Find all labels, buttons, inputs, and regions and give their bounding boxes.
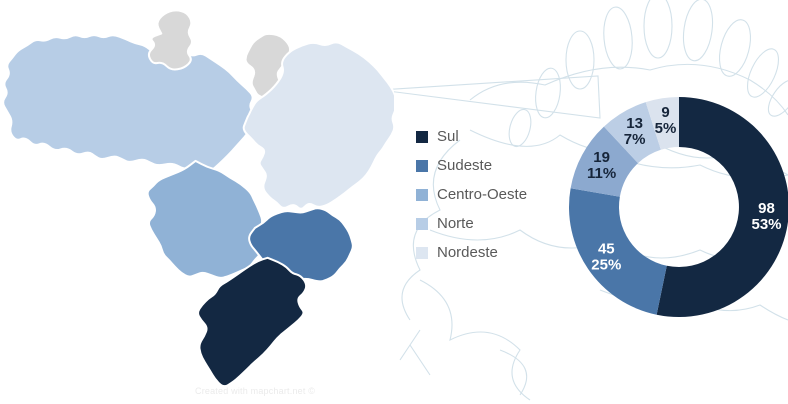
svg-text:53%: 53% — [751, 216, 781, 233]
svg-text:25%: 25% — [591, 257, 621, 274]
svg-text:19: 19 — [593, 149, 610, 166]
svg-text:9: 9 — [661, 104, 669, 121]
svg-text:7%: 7% — [624, 131, 646, 148]
svg-text:5%: 5% — [655, 120, 677, 137]
svg-text:45: 45 — [598, 241, 615, 258]
svg-text:98: 98 — [758, 200, 775, 217]
svg-text:13: 13 — [626, 115, 643, 132]
svg-text:11%: 11% — [587, 165, 616, 182]
